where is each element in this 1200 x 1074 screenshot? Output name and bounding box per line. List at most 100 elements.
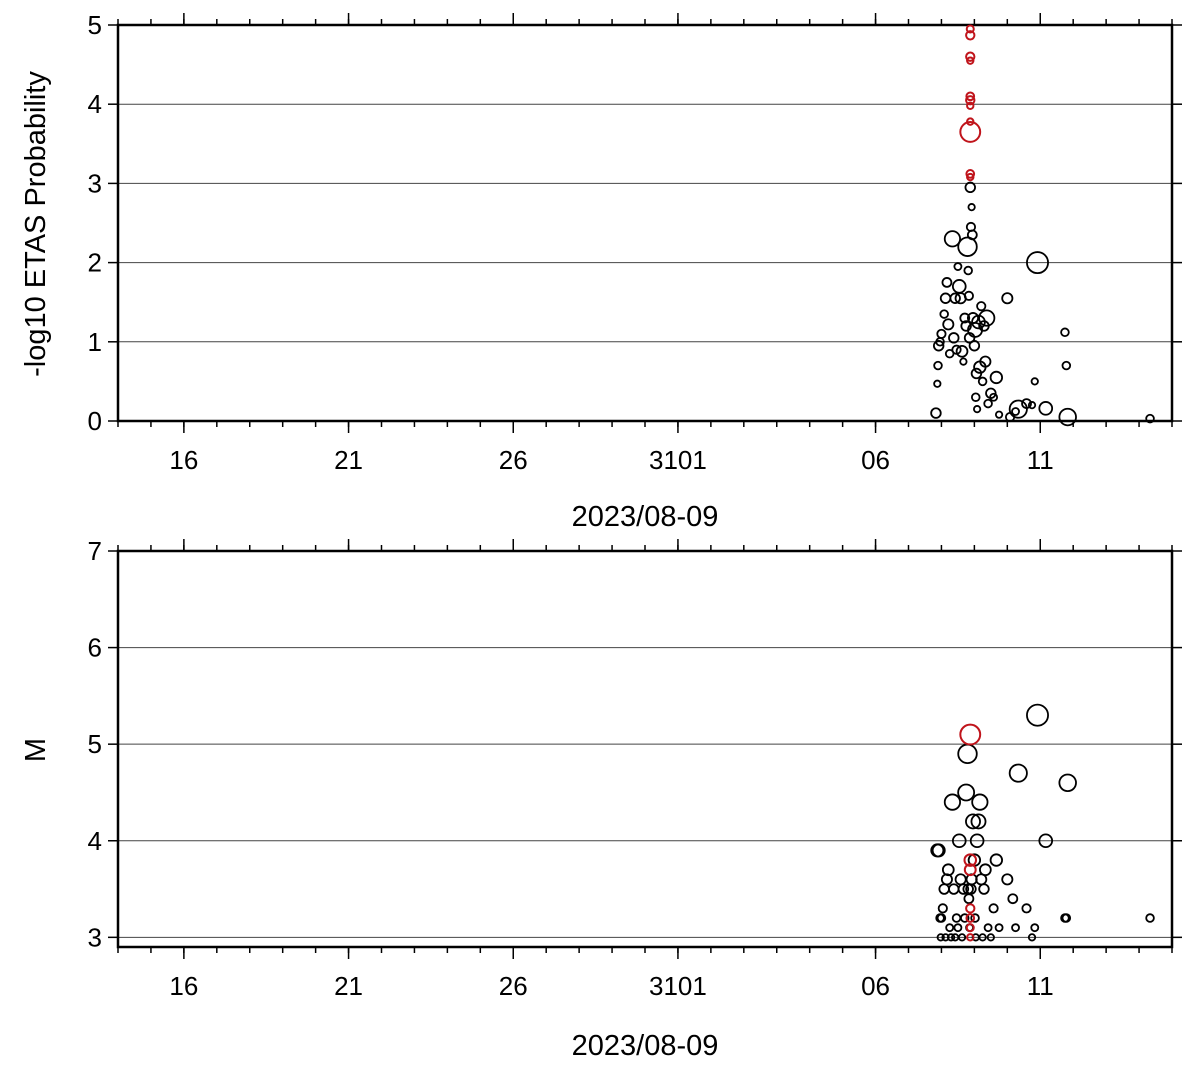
bottom-event-marker	[970, 813, 987, 830]
bottom-event-marker	[951, 913, 962, 923]
bottom-event-marker	[1061, 913, 1072, 923]
ylabel-bottom: M	[20, 738, 52, 762]
top-event-marker	[932, 340, 945, 352]
bottom-event-marker	[936, 933, 945, 942]
bottom-event-marker	[946, 933, 956, 942]
bottom-event-marker	[953, 923, 963, 933]
top-event-marker	[994, 410, 1004, 419]
bottom-x-tick-label: 21	[334, 971, 363, 1001]
bottom-x-tick-label: 26	[499, 971, 528, 1001]
top-event-marker	[959, 357, 968, 366]
top-event-marker	[967, 203, 976, 212]
bottom-event-marker	[931, 843, 946, 858]
top-x-tick-label: 06	[861, 445, 890, 475]
bottom-event-marker	[1001, 873, 1014, 886]
xlabel-bottom: 2023/08-09	[572, 1030, 719, 1062]
bottom-highlight-event-marker	[966, 933, 975, 942]
bottom-event-marker	[957, 933, 967, 942]
bottom-event-marker	[957, 783, 976, 802]
bottom-event-marker	[957, 883, 970, 895]
top-highlight-event-marker	[966, 172, 975, 182]
top-x-tick-label: 26	[499, 445, 528, 475]
bottom-event-marker	[937, 903, 948, 914]
bottom-event-marker	[979, 863, 992, 877]
bottom-event-marker	[978, 883, 990, 895]
top-event-marker	[1061, 360, 1072, 371]
bottom-x-tick-label: 16	[169, 971, 198, 1001]
top-plot-frame	[116, 23, 1174, 423]
bottom-event-marker	[965, 813, 981, 830]
top-event-marker	[930, 407, 942, 419]
top-event-marker	[968, 340, 981, 352]
top-x-tick-label: 11	[1027, 445, 1054, 475]
top-event-marker	[959, 312, 971, 324]
bottom-event-marker	[1011, 923, 1020, 933]
bottom-event-marker	[971, 793, 989, 811]
bottom-highlight-event-marker	[963, 853, 978, 867]
top-event-marker	[989, 392, 999, 402]
bottom-event-marker	[941, 863, 955, 877]
top-y-tick-label: 2	[88, 248, 102, 278]
top-event-marker	[1008, 399, 1028, 419]
bottom-y-tick-label: 4	[88, 826, 102, 856]
top-y-tick-label: 1	[88, 327, 102, 357]
top-event-marker	[942, 318, 955, 331]
bottom-event-marker	[1026, 703, 1049, 727]
top-event-marker	[953, 262, 963, 271]
bottom-y-tick-label: 3	[88, 922, 102, 952]
top-event-marker	[979, 355, 992, 368]
bottom-event-marker	[1145, 913, 1155, 923]
bottom-event-marker	[1030, 923, 1040, 933]
top-event-marker	[943, 230, 961, 248]
top-y-tick-label: 3	[88, 168, 102, 198]
top-event-marker	[1021, 398, 1032, 409]
bottom-y-tick-label: 6	[88, 633, 102, 663]
bottom-event-marker	[994, 923, 1004, 933]
bottom-highlight-event-marker	[965, 923, 975, 933]
bottom-event-marker	[960, 913, 970, 923]
top-highlight-event-marker	[965, 30, 976, 41]
top-event-marker	[1058, 407, 1077, 427]
top-event-marker	[1038, 401, 1054, 416]
top-y-tick-label: 0	[88, 406, 102, 436]
top-event-marker	[1027, 401, 1037, 410]
ylabel-top: -log10 ETAS Probability	[20, 71, 52, 377]
bottom-event-marker	[978, 933, 987, 942]
top-event-marker	[1030, 377, 1039, 386]
bottom-event-marker	[951, 833, 967, 849]
bottom-plot-frame	[116, 549, 1174, 949]
top-x-tick-label: 21	[334, 445, 363, 475]
etas-probability-panel: 16 21 26 3101 06 11 0 1 2 3 4 5	[88, 10, 1182, 475]
bottom-event-marker	[948, 883, 960, 895]
top-highlight-event-marker	[965, 91, 976, 102]
top-event-marker	[948, 332, 960, 344]
bottom-event-marker	[954, 873, 967, 886]
top-event-marker	[941, 277, 953, 288]
top-event-marker	[949, 292, 961, 304]
bottom-highlight-event-marker	[965, 903, 976, 914]
top-event-marker	[1060, 327, 1070, 338]
bottom-event-marker	[938, 883, 950, 895]
top-event-marker	[966, 229, 978, 241]
bottom-highlight-event-marker	[959, 723, 982, 746]
top-event-marker	[933, 379, 942, 388]
bottom-event-marker	[989, 853, 1003, 867]
xlabel-top: 2023/08-09	[572, 501, 719, 533]
bottom-y-tick-label: 5	[88, 729, 102, 759]
magnitude-panel: 16 21 26 3101 06 11 3 4 5 6 7	[88, 536, 1182, 1001]
top-highlight-event-marker	[966, 101, 975, 110]
top-highlight-event-marker	[966, 56, 975, 65]
bottom-event-marker	[983, 923, 993, 933]
bottom-x-tick-label: 06	[861, 971, 890, 1001]
top-event-marker	[973, 405, 982, 414]
top-event-marker	[1011, 407, 1020, 416]
bottom-event-marker	[957, 743, 978, 765]
top-event-marker	[977, 376, 988, 387]
top-event-marker	[960, 320, 972, 332]
top-event-marker	[957, 236, 978, 257]
top-highlight-event-marker	[959, 121, 982, 143]
top-x-tick-label: 3101	[649, 445, 707, 475]
top-event-marker	[936, 328, 947, 339]
bottom-highlight-event-marker	[965, 913, 976, 923]
bottom-event-marker	[1058, 773, 1077, 793]
